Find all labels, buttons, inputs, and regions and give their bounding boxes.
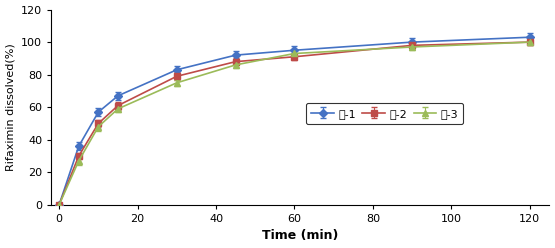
X-axis label: Time (min): Time (min) — [262, 229, 339, 243]
Legend: 갑-1, 갑-2, 갑-3: 갑-1, 갑-2, 갑-3 — [306, 103, 463, 124]
Y-axis label: Rifaximin dissolved(%): Rifaximin dissolved(%) — [6, 43, 16, 171]
